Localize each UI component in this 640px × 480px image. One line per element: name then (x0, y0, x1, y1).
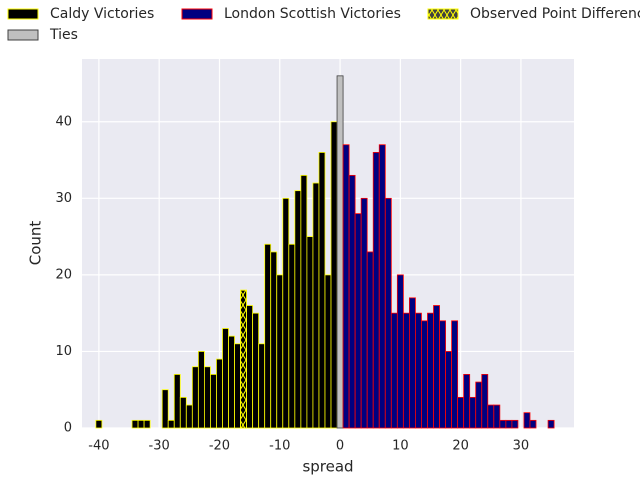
y-tick-label: 0 (64, 421, 72, 436)
bar (336, 75, 344, 429)
x-tick-label: 30 (513, 439, 530, 454)
bar (523, 412, 531, 429)
y-tick-label: 30 (55, 191, 72, 206)
bar (300, 174, 308, 429)
y-axis-label: Count (27, 221, 45, 266)
bar (415, 312, 422, 429)
bar (547, 419, 555, 429)
bar (360, 197, 368, 429)
bar (210, 374, 217, 429)
bar (366, 251, 374, 429)
bar (288, 243, 296, 429)
legend-swatch (7, 8, 39, 20)
bar (342, 144, 350, 429)
bar (191, 366, 199, 429)
y-tick-label: 20 (55, 267, 72, 282)
bar (511, 419, 519, 429)
bar (185, 404, 193, 429)
bar (451, 320, 459, 429)
bar (378, 144, 386, 429)
bar (161, 389, 169, 429)
bar (390, 312, 398, 429)
bar (469, 396, 477, 429)
bar (258, 343, 266, 429)
bar (384, 197, 392, 429)
bar (433, 305, 440, 429)
bar (179, 396, 187, 429)
bar (402, 312, 410, 429)
bar (421, 320, 428, 429)
bar (318, 151, 326, 429)
bar (354, 213, 362, 429)
legend-label: Ties (49, 27, 78, 43)
bar (493, 404, 501, 429)
bar (282, 197, 290, 429)
bar (463, 374, 471, 429)
bar (240, 289, 248, 429)
bar (481, 374, 489, 429)
bar (203, 366, 211, 429)
bar (252, 312, 260, 429)
bar (475, 381, 483, 429)
x-tick-label: 10 (392, 439, 409, 454)
bar (396, 274, 404, 429)
legend-label: Observed Point Difference (470, 6, 640, 22)
bar (264, 243, 272, 429)
bar (312, 182, 320, 429)
x-tick-label: 0 (336, 439, 344, 454)
bar (222, 328, 229, 429)
bar (173, 374, 181, 429)
bar (372, 151, 380, 429)
bar (276, 274, 284, 429)
bar (197, 351, 205, 429)
bar (505, 419, 513, 429)
bar (457, 396, 465, 429)
bar (427, 312, 434, 429)
x-tick-label: 20 (452, 439, 469, 454)
x-axis-label: spread (302, 458, 353, 476)
legend-label: Caldy Victories (50, 6, 154, 22)
bar (137, 419, 145, 429)
x-tick-label: -30 (149, 439, 170, 454)
bar (228, 335, 235, 429)
bar (216, 358, 223, 429)
bar (167, 419, 175, 429)
bar (131, 419, 139, 429)
x-tick-label: -40 (88, 439, 109, 454)
bar (246, 305, 254, 429)
bar (487, 404, 495, 429)
bar (330, 121, 338, 429)
bar (143, 419, 151, 429)
bar (439, 320, 446, 429)
legend-swatch (7, 29, 39, 41)
bar (529, 419, 537, 429)
bar (234, 343, 241, 429)
bar (294, 190, 302, 429)
bar (270, 251, 278, 429)
bar (95, 419, 103, 429)
bar (445, 351, 453, 429)
bar (306, 236, 314, 429)
bar (408, 297, 416, 429)
y-tick-label: 10 (55, 344, 72, 359)
legend-hatch (428, 9, 458, 19)
legend-label: London Scottish Victories (224, 6, 401, 22)
x-tick-label: -10 (269, 439, 290, 454)
legend-swatch (181, 8, 213, 20)
bar (348, 174, 356, 429)
y-tick-label: 40 (55, 114, 72, 129)
bar (499, 419, 507, 429)
x-tick-label: -20 (209, 439, 230, 454)
bar (324, 274, 332, 429)
